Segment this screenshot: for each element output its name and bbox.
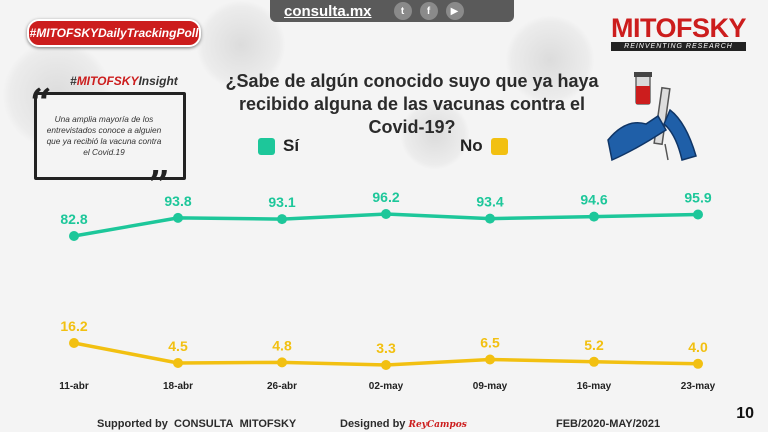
page-number: 10 — [736, 405, 754, 422]
legend-si-label: Sí — [283, 136, 300, 155]
designer-signature: ReyCampos — [408, 420, 467, 430]
data-point-si — [277, 214, 287, 225]
logo-tagline: REINVENTING RESEARCH — [610, 42, 746, 51]
legend-si: Sí — [258, 136, 299, 156]
footer-designed: Designed by ReyCampos — [340, 418, 467, 430]
data-point-no — [381, 360, 391, 370]
close-quote-icon: ” — [148, 162, 170, 207]
data-label-si: 93.8 — [164, 193, 191, 209]
insight-box — [34, 92, 186, 180]
top-bar: consulta.mx t f ▶ — [270, 0, 514, 22]
data-point-no — [69, 338, 79, 348]
twitter-icon[interactable]: t — [393, 2, 412, 20]
x-tick-label: 16-may — [577, 381, 612, 392]
data-label-no: 5.2 — [584, 337, 604, 353]
footer-supported: Supported by CONSULTA MITOFSKY — [97, 418, 297, 430]
open-quote-icon: “ — [30, 80, 52, 125]
x-tick-label: 09-may — [473, 381, 508, 392]
data-label-si: 93.4 — [476, 194, 503, 210]
data-label-no: 4.0 — [688, 339, 708, 355]
data-point-si — [69, 231, 79, 241]
mitofsky-logo: MITOFSKY REINVENTING RESEARCH — [610, 13, 747, 51]
legend-si-swatch — [258, 137, 275, 155]
legend-no-swatch — [490, 137, 508, 155]
vaccine-illustration — [607, 72, 697, 162]
data-label-si: 94.6 — [580, 192, 607, 208]
logo-name: MITOFSKY — [610, 13, 747, 43]
data-point-si — [693, 209, 703, 220]
data-label-si: 96.2 — [372, 189, 399, 205]
virus-decoration — [400, 100, 470, 170]
legend-no: No — [460, 136, 508, 156]
data-point-no — [173, 358, 183, 368]
data-point-si — [173, 212, 183, 223]
data-point-no — [277, 357, 287, 368]
data-point-si — [381, 209, 391, 219]
x-tick-label: 18-abr — [163, 381, 193, 392]
hashtag-badge: #MITOFSKYDailyTrackingPoll — [27, 19, 201, 47]
data-point-no — [589, 356, 599, 367]
data-label-si: 93.1 — [268, 194, 295, 210]
data-point-no — [693, 358, 703, 369]
data-point-si — [589, 211, 599, 222]
x-tick-label: 23-may — [681, 381, 716, 392]
x-tick-label: 02-may — [369, 381, 404, 392]
data-label-no: 4.8 — [272, 337, 292, 353]
data-label-si: 95.9 — [684, 190, 711, 206]
footer-period: FEB/2020-MAY/2021 — [556, 418, 661, 430]
legend-no-label: No — [460, 136, 483, 155]
youtube-icon[interactable]: ▶ — [445, 2, 464, 20]
data-label-si: 82.8 — [60, 211, 87, 227]
insight-text: Una amplia mayoría de los entrevistados … — [46, 114, 162, 157]
data-point-no — [485, 354, 495, 365]
chart-title: ¿Sabe de algún conocido suyo que ya haya… — [225, 71, 599, 137]
insight-tag: #MITOFSKYInsight — [70, 74, 178, 88]
data-point-si — [485, 213, 495, 224]
data-label-no: 16.2 — [60, 318, 87, 334]
virus-decoration — [505, 15, 595, 105]
data-label-no: 6.5 — [480, 335, 500, 351]
x-tick-label: 11-abr — [59, 381, 89, 392]
site-link[interactable]: consulta.mx — [284, 2, 372, 20]
facebook-icon[interactable]: f — [419, 2, 438, 20]
data-label-no: 3.3 — [376, 340, 396, 356]
x-tick-label: 26-abr — [267, 381, 297, 392]
data-label-no: 4.5 — [168, 338, 188, 354]
